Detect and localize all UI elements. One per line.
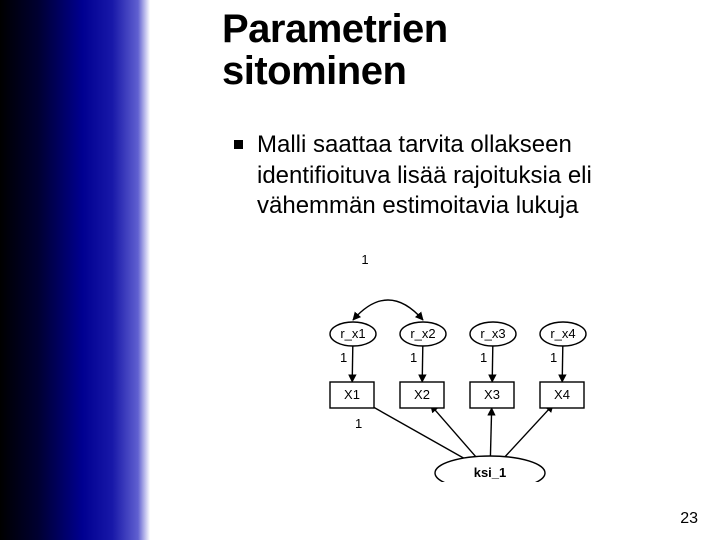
- svg-text:r_x4: r_x4: [550, 326, 575, 341]
- slide: Parametrien sitominen Malli saattaa tarv…: [0, 0, 720, 540]
- svg-text:1: 1: [340, 350, 347, 365]
- diagram-svg: 1 1 1 1 1 1 r_x1 r_x2 r_x3 r_x4 X1 X2 X3 X4 ksi_1: [270, 252, 610, 482]
- svg-text:r_x1: r_x1: [340, 326, 365, 341]
- svg-text:X3: X3: [484, 387, 500, 402]
- slide-title: Parametrien sitominen: [222, 8, 448, 92]
- bullet-item: Malli saattaa tarvita ollakseen identifi…: [234, 130, 657, 222]
- title-line-1: Parametrien: [222, 7, 448, 51]
- svg-text:X4: X4: [554, 387, 570, 402]
- page-number: 23: [680, 510, 698, 528]
- svg-text:1: 1: [361, 252, 368, 267]
- sidebar-gradient: [0, 0, 150, 540]
- svg-text:r_x2: r_x2: [410, 326, 435, 341]
- svg-text:1: 1: [480, 350, 487, 365]
- bullet-marker-icon: [234, 140, 243, 149]
- svg-text:X1: X1: [344, 387, 360, 402]
- sem-diagram: 1 1 1 1 1 1 r_x1 r_x2 r_x3 r_x4 X1 X2 X3 X4 ksi_1: [270, 252, 610, 482]
- svg-text:X2: X2: [414, 387, 430, 402]
- svg-text:1: 1: [355, 416, 362, 431]
- bullet-text: Malli saattaa tarvita ollakseen identifi…: [257, 130, 657, 222]
- svg-text:ksi_1: ksi_1: [474, 465, 507, 480]
- svg-text:r_x3: r_x3: [480, 326, 505, 341]
- title-line-2: sitominen: [222, 49, 406, 93]
- svg-text:1: 1: [410, 350, 417, 365]
- svg-text:1: 1: [550, 350, 557, 365]
